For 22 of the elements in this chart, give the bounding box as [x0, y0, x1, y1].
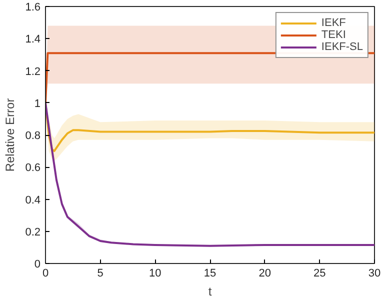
y-tick-label: 1: [34, 98, 41, 110]
y-tick-label: 0: [34, 258, 41, 270]
y-tick-label: 1.4: [25, 34, 41, 46]
x-tick-label: 0: [42, 268, 49, 280]
x-tick-label: 25: [314, 268, 326, 280]
y-tick-label: 0.8: [25, 130, 41, 142]
y-tick-label: 1.6: [25, 2, 41, 14]
legend-label: TEKI: [321, 29, 346, 41]
y-tick-label: 0.2: [25, 226, 41, 238]
legend-label: IEKF: [321, 17, 346, 29]
line-series: [46, 102, 374, 247]
x-tick-label: 5: [97, 268, 104, 280]
y-axis-title: Relative Error: [3, 98, 18, 172]
legend-label: IEKF-SL: [321, 41, 363, 53]
y-tick-label: 0.4: [25, 194, 41, 206]
x-axis-title: t: [208, 284, 212, 298]
x-tick-label: 10: [149, 268, 162, 280]
y-tick-label: 1.2: [25, 66, 41, 78]
x-tick-label: 30: [368, 268, 381, 280]
x-tick-label: 20: [258, 268, 271, 280]
y-tick-label: 0.6: [25, 162, 41, 174]
x-tick-label: 15: [204, 268, 216, 280]
